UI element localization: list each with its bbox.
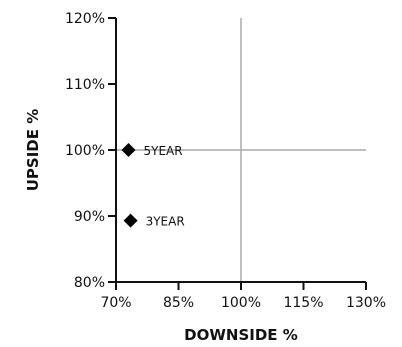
y-tick-label: 100%	[65, 143, 105, 159]
data-point-marker	[123, 213, 138, 228]
x-axis-ticks: 70% 85% 100% 115% 130%	[100, 282, 386, 311]
x-axis-title: DOWNSIDE %	[184, 326, 298, 344]
data-points: 5YEAR 3YEAR	[121, 143, 185, 229]
y-tick-label: 110%	[65, 77, 105, 93]
x-tick-label: 70%	[100, 295, 131, 311]
x-tick-label: 115%	[283, 295, 323, 311]
y-tick-label: 80%	[74, 275, 105, 291]
x-tick-label: 100%	[221, 295, 261, 311]
y-tick-label: 90%	[74, 209, 105, 225]
data-point-marker	[121, 143, 136, 157]
reference-lines	[116, 18, 366, 282]
y-axis-title: UPSIDE %	[24, 109, 42, 192]
x-tick-label: 85%	[163, 295, 194, 311]
y-axis-ticks: 80% 90% 100% 110% 120%	[65, 11, 116, 291]
data-point-label: 5YEAR	[144, 144, 183, 158]
x-tick-label: 130%	[346, 295, 386, 311]
data-point-label: 3YEAR	[146, 215, 185, 229]
y-tick-label: 120%	[65, 11, 105, 27]
